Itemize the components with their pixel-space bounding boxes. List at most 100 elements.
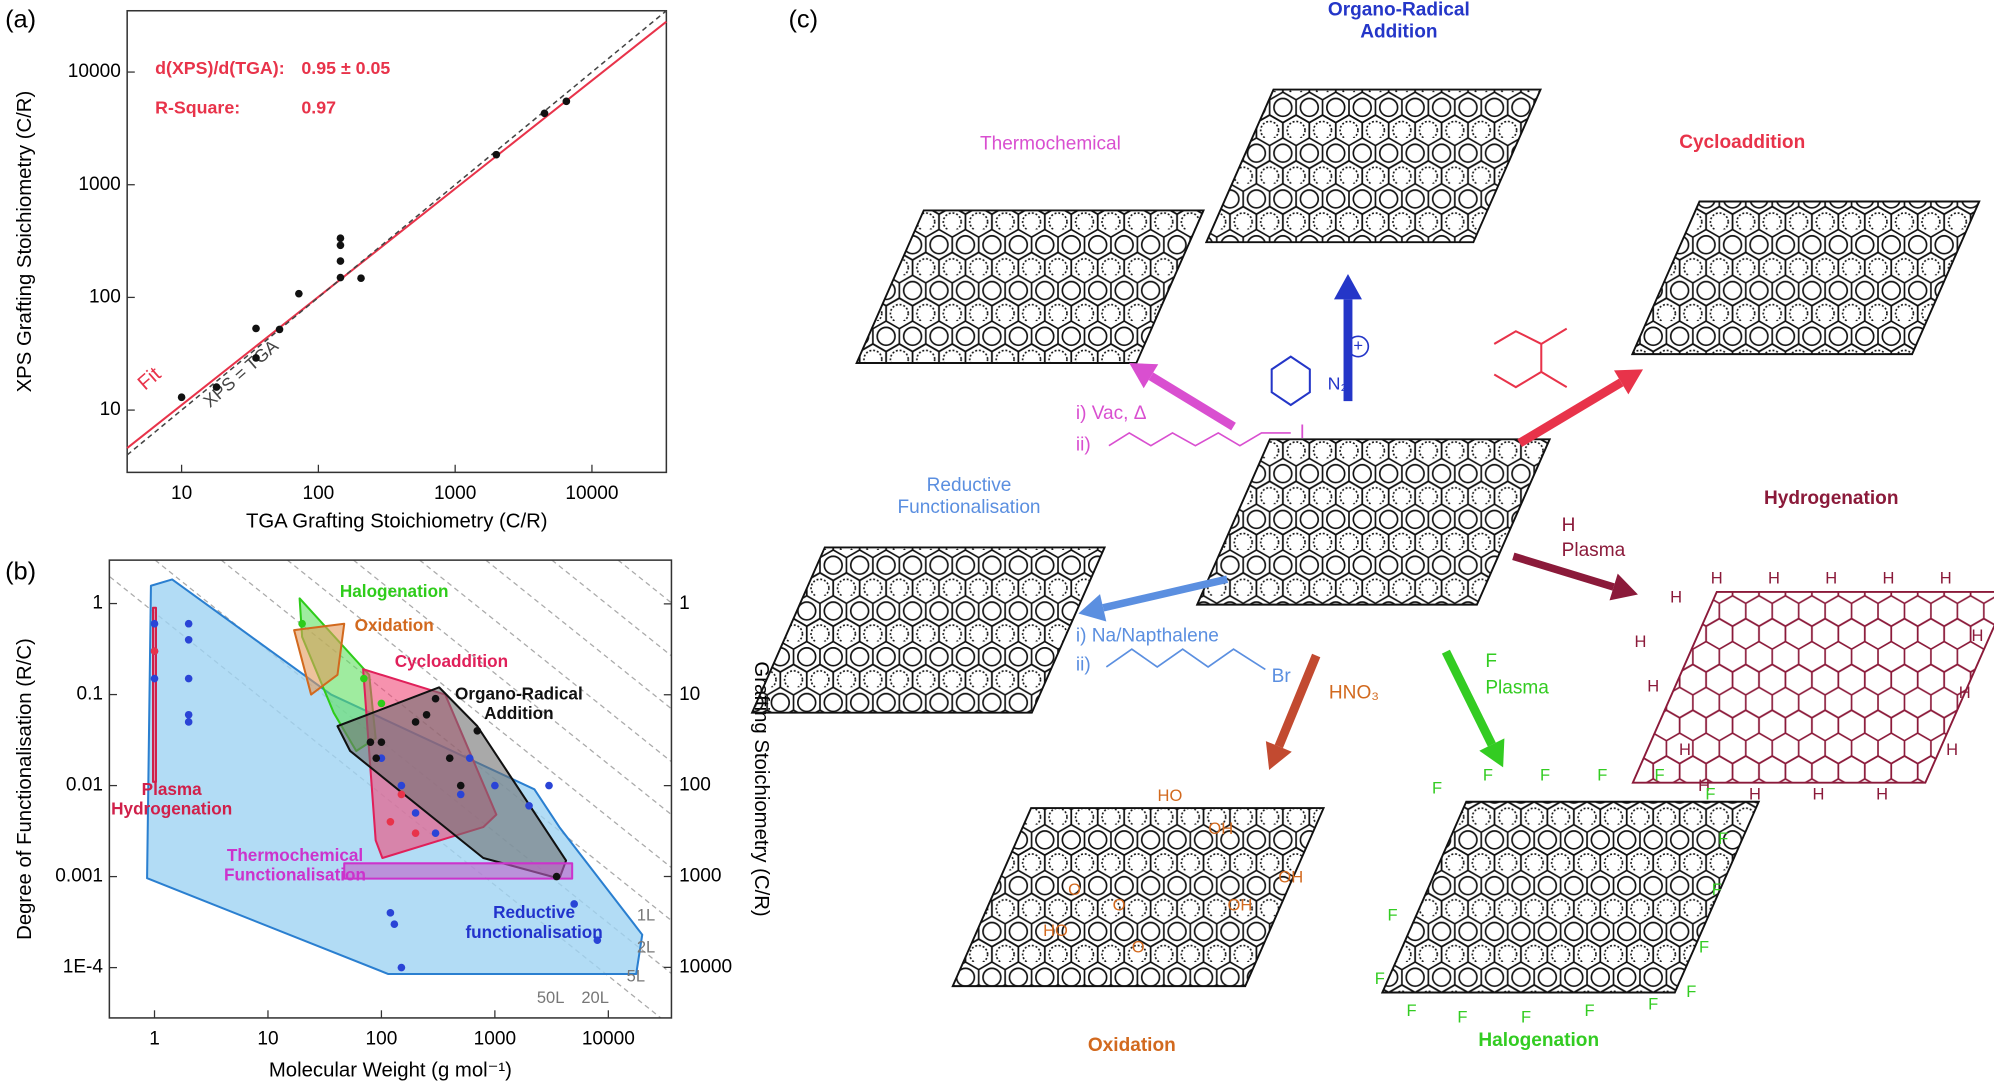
y-tick-label: 1 <box>92 593 103 614</box>
data-point <box>336 241 345 250</box>
y-tick-label: 100 <box>89 286 121 307</box>
data-point <box>491 781 499 790</box>
atom-label: F <box>1648 995 1658 1014</box>
atom-label: H <box>1813 785 1825 804</box>
guide-label: 50L <box>537 988 565 1007</box>
atom-label: F <box>1655 766 1665 785</box>
data-point <box>377 699 386 708</box>
y2-tick-label: 1 <box>679 593 690 614</box>
method-title: Hydrogenation <box>1764 488 1898 509</box>
atom-label: F <box>1457 1007 1467 1026</box>
data-point <box>295 289 303 298</box>
data-point <box>445 754 454 762</box>
data-point <box>212 383 221 391</box>
y-tick-label: 10 <box>100 399 121 420</box>
atom-label: F <box>1712 880 1722 899</box>
data-point <box>386 909 395 917</box>
atom-label: HO <box>1043 921 1068 940</box>
x-axis-label: TGA Grafting Stoichiometry (C/R) <box>246 510 548 532</box>
data-point <box>150 647 159 655</box>
data-point <box>184 619 193 628</box>
atom-label: O <box>1068 880 1081 899</box>
y2-tick-label: 1000 <box>679 866 721 887</box>
graphene-sheet <box>1630 200 1981 356</box>
y-tick-label: 0.01 <box>66 775 103 796</box>
region-label: Oxidation <box>355 615 434 635</box>
guide-label: 2L <box>637 937 655 956</box>
data-point <box>298 619 306 628</box>
data-point <box>150 619 159 628</box>
data-point <box>390 920 399 929</box>
method-title: Oxidation <box>1088 1035 1176 1056</box>
reagent: N₂ <box>1328 373 1348 393</box>
reaction-arrow <box>1274 653 1321 749</box>
y2-tick-label: 10 <box>679 684 700 705</box>
atom-label: H <box>1679 740 1691 759</box>
x-axis-label: Molecular Weight (g mol⁻¹) <box>269 1060 512 1082</box>
reagent: HNO₃ <box>1329 683 1379 704</box>
region-label: Organo-Radical Addition <box>455 683 583 723</box>
y2-tick-label: 100 <box>679 775 711 796</box>
panel-label: (a) <box>5 6 36 34</box>
plot-frame <box>108 559 673 1019</box>
data-point <box>465 754 474 762</box>
reagent: i) Na/Napthalene <box>1076 625 1219 646</box>
data-point <box>552 872 561 881</box>
graphene-sheet <box>1204 88 1542 244</box>
atom-label: F <box>1699 937 1709 956</box>
panel-label: (c) <box>788 6 818 34</box>
atom-label: OH <box>1228 895 1253 914</box>
reagent: i) Vac, Δ <box>1076 403 1147 424</box>
data-point <box>456 781 465 790</box>
arrow-head <box>1479 738 1505 768</box>
x-tick-label: 10000 <box>565 483 618 504</box>
method-title: Cycloaddition <box>1679 132 1805 153</box>
reaction-arrow <box>1148 372 1236 431</box>
reagent: I <box>1300 422 1305 443</box>
data-point <box>252 354 260 362</box>
y-tick-label: 0.1 <box>77 684 104 705</box>
method-title: Thermochemical <box>980 133 1121 154</box>
diene <box>1493 327 1568 389</box>
region-label: Thermochemical Functionalisation <box>224 844 366 884</box>
atom-label: H <box>1768 569 1780 588</box>
x-tick-label: 10000 <box>582 1029 635 1050</box>
data-point <box>431 694 440 703</box>
data-point <box>336 273 345 282</box>
data-point <box>593 936 602 945</box>
data-point <box>184 718 193 726</box>
atom-label: F <box>1521 1007 1531 1026</box>
guide-label: 20L <box>581 988 609 1007</box>
data-point <box>397 963 406 972</box>
annotation: d(XPS)/d(TGA): <box>155 58 285 78</box>
atom-label: F <box>1597 766 1607 785</box>
graphene-sheet <box>1380 800 1761 994</box>
atom-label: H <box>1698 776 1710 795</box>
method-title: Organo-Radical Addition <box>1328 0 1470 42</box>
atom-label: H <box>1647 677 1659 696</box>
data-point <box>411 718 420 726</box>
atom-label: F <box>1375 969 1385 988</box>
graphene-sheet <box>951 807 1326 988</box>
data-point <box>540 109 549 118</box>
data-point <box>570 900 578 908</box>
atom-label: F <box>1718 829 1728 848</box>
data-point <box>397 790 406 799</box>
atom-label: H <box>1876 785 1888 804</box>
annotation: R-Square: <box>155 97 240 117</box>
atom-label: H <box>1971 626 1983 645</box>
y-axis-label: Degree of Functionalisation (R/C) <box>14 638 36 940</box>
data-point <box>525 801 533 810</box>
reagent: Plasma <box>1562 540 1626 561</box>
reagent: + <box>1353 336 1363 355</box>
annotation: 0.95 ± 0.05 <box>301 58 390 78</box>
data-point <box>422 710 431 719</box>
annotation: 0.97 <box>301 97 336 117</box>
region-label: Halogenation <box>340 580 449 600</box>
charge-ring <box>1347 335 1370 358</box>
atom-label: F <box>1686 982 1696 1001</box>
atom-label: OH <box>1278 867 1303 886</box>
reagent: ii) <box>1076 655 1091 676</box>
atom-label: H <box>1749 785 1761 804</box>
